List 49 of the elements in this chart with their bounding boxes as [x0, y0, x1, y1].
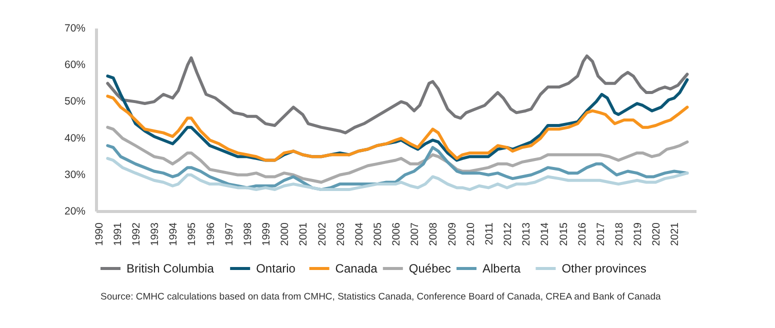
y-tick-label: 30%	[64, 168, 86, 181]
x-tick-label: 1996	[204, 222, 217, 246]
x-tick-label: 2017	[594, 222, 607, 246]
x-tick-label: 2019	[632, 222, 644, 246]
x-tick-label: 1998	[242, 222, 254, 246]
y-tick-label: 60%	[64, 59, 86, 72]
x-tick-label: 2001	[298, 222, 310, 246]
x-tick-label: 2007	[409, 222, 422, 246]
legend-label: Canada	[335, 262, 378, 276]
x-tick-label: 2013	[520, 222, 533, 246]
y-tick-label: 20%	[64, 206, 86, 218]
y-tick-label: 50%	[64, 96, 86, 108]
x-tick-label: 2000	[279, 222, 292, 246]
source-note: Source: CMHC calculations based on data from CMHC, Statistics Canada, Conference Board of Canada, CREA and Bank of Canada	[100, 292, 662, 302]
x-tick-label: 1997	[223, 222, 236, 246]
x-tick-label: 2015	[558, 222, 570, 246]
x-tick-label: 1993	[149, 222, 162, 246]
x-tick-label: 1990	[93, 222, 106, 246]
x-tick-label: 2009	[446, 222, 458, 246]
x-tick-label: 1994	[168, 222, 180, 246]
x-tick-label: 2010	[464, 222, 477, 246]
x-tick-label: 2016	[576, 222, 588, 246]
x-tick-label: 2018	[613, 222, 626, 246]
x-tick-label: 2014	[539, 222, 552, 246]
x-tick-label: 2021	[669, 222, 682, 246]
x-tick-label: 1991	[112, 222, 124, 246]
legend-label: Québec	[408, 262, 451, 276]
legend-label: Alberta	[482, 262, 521, 276]
legend-label: Ontario	[256, 262, 296, 276]
y-tick-label: 40%	[64, 132, 86, 144]
x-tick-label: 2004	[353, 222, 366, 246]
x-tick-label: 2005	[372, 222, 384, 246]
line-series	[106, 156, 689, 192]
y-tick-label: 70%	[64, 22, 86, 34]
legend-label: British Columbia	[126, 262, 214, 276]
x-tick-label: 2003	[334, 222, 347, 246]
x-tick-label: 1995	[186, 222, 198, 246]
x-tick-label: 2008	[428, 222, 440, 246]
x-tick-label: 2006	[390, 222, 403, 246]
x-tick-label: 1999	[260, 222, 273, 246]
line-series	[106, 54, 689, 134]
x-tick-label: 2002	[316, 222, 328, 246]
x-tick-label: 2020	[650, 222, 663, 246]
line-series	[106, 94, 689, 162]
legend-label: Other provinces	[562, 262, 646, 276]
x-tick-label: 2012	[502, 222, 514, 246]
line-series	[106, 126, 689, 184]
x-tick-label: 2011	[483, 222, 496, 246]
x-tick-label: 1992	[130, 222, 143, 246]
